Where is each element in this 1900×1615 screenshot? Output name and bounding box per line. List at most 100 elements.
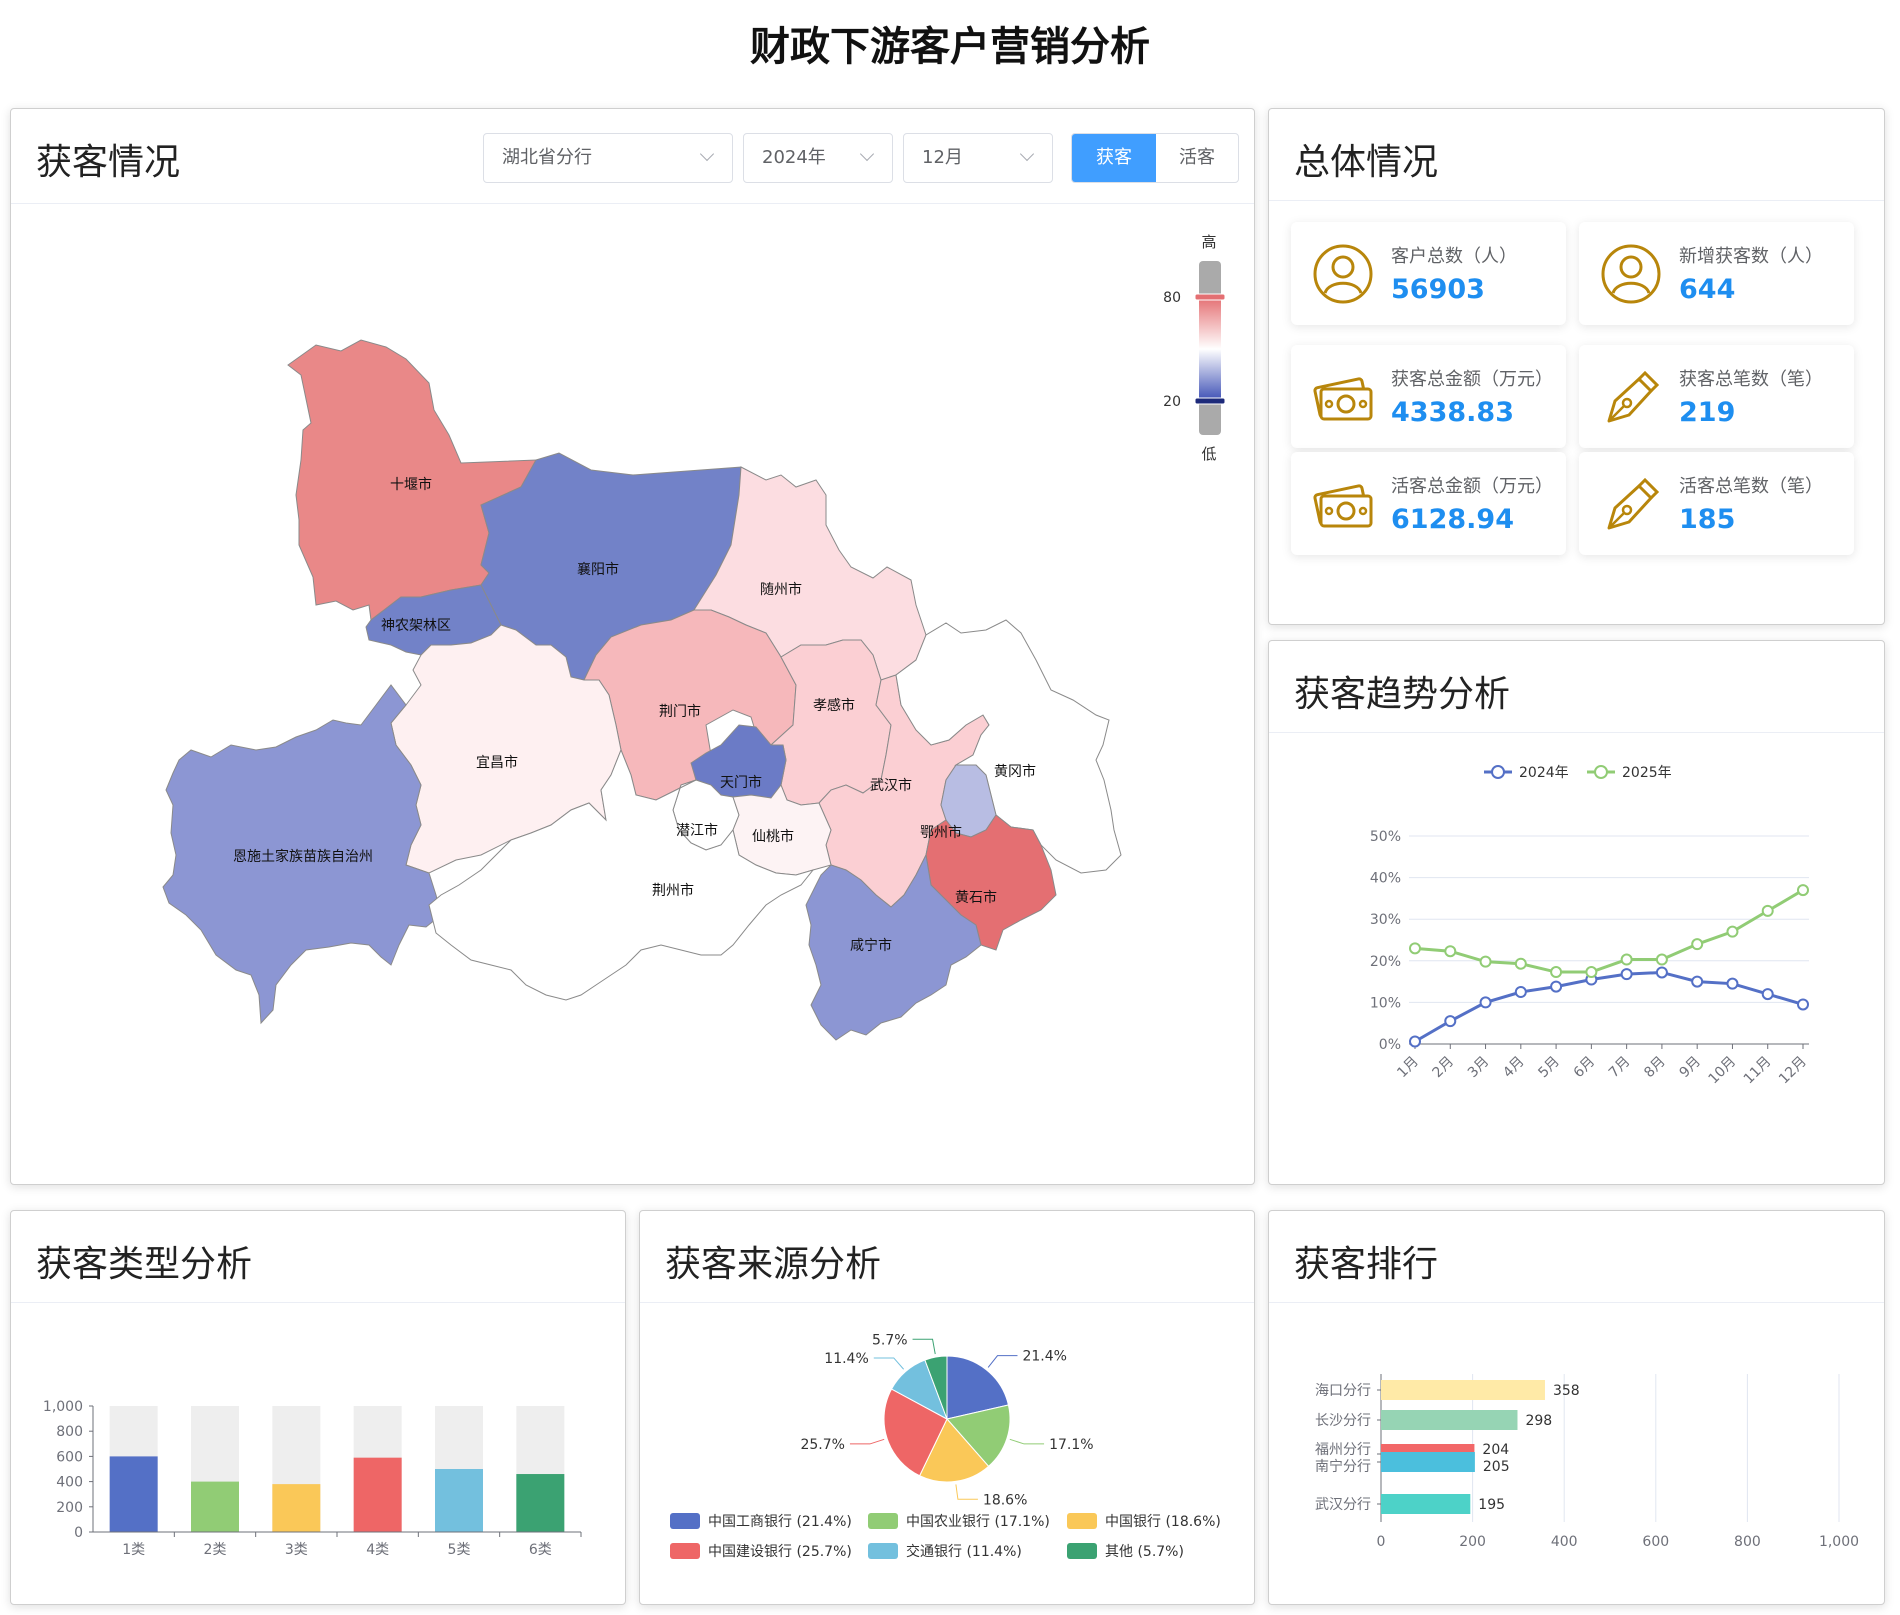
map-label: 黄石市 [955, 889, 997, 906]
rank-bar[interactable] [1381, 1380, 1545, 1400]
stat-value: 6128.94 [1391, 504, 1514, 535]
x-tick-label: 4类 [366, 1542, 389, 1558]
pie-slice[interactable] [946, 1355, 1010, 1420]
x-tick-label: 10月 [1705, 1054, 1739, 1088]
x-tick-label: 11月 [1741, 1054, 1775, 1088]
toggle-active-button[interactable]: 活客 [1179, 147, 1215, 168]
data-point[interactable] [1761, 904, 1774, 917]
map-labels: 十堰市 襄阳市 随州市 神农架林区 荆门市 孝感市 宜昌市 天门市 武汉市 黄冈… [233, 476, 1036, 954]
rank-label: 长沙分行 [1315, 1413, 1371, 1429]
rank-label: 福州分行 [1315, 1442, 1371, 1458]
overview-stats-scroll[interactable]: 客户总数（人） 56903 新增获客数（人） 644 获客总金额（万元） 4338.83 获… [1269, 202, 1884, 620]
data-point[interactable] [1479, 996, 1492, 1009]
y-tick-label: 30% [1370, 912, 1401, 928]
rank-bar[interactable] [1381, 1494, 1471, 1514]
data-point[interactable] [1444, 945, 1457, 958]
pie-label-line [912, 1338, 936, 1355]
legend-label[interactable]: 其他 (5.7%) [1105, 1544, 1184, 1560]
data-point[interactable] [1726, 977, 1739, 990]
legend-label[interactable]: 中国农业银行 (17.1%) [906, 1514, 1050, 1530]
data-point[interactable] [1655, 953, 1668, 966]
stat-card: 活客总金额（万元） 6128.94 [1291, 452, 1566, 555]
stat-card: 客户总数（人） 56903 [1291, 222, 1566, 325]
data-point[interactable] [1550, 980, 1563, 993]
legend-marker [1594, 765, 1608, 779]
bar[interactable] [353, 1457, 402, 1532]
legend-label[interactable]: 2025年 [1622, 765, 1672, 781]
rank-value: 205 [1483, 1459, 1510, 1475]
map-label: 随州市 [760, 581, 802, 598]
month-select[interactable]: 12月 [903, 133, 1053, 183]
type-card-header: 获客类型分析 [11, 1211, 625, 1303]
legend-label[interactable]: 中国建设银行 (25.7%) [708, 1544, 852, 1560]
data-point[interactable] [1620, 968, 1633, 981]
x-tick-label: 200 [1459, 1534, 1486, 1550]
data-point[interactable] [1655, 966, 1668, 979]
pie-label-line [987, 1355, 1018, 1368]
legend-label[interactable]: 2024年 [1519, 765, 1569, 781]
legend-label[interactable]: 交通银行 (11.4%) [906, 1543, 1022, 1560]
map-card-title: 获客情况 [36, 142, 181, 183]
data-point[interactable] [1726, 925, 1739, 938]
data-point[interactable] [1691, 975, 1704, 988]
y-tick-label: 20% [1370, 954, 1401, 970]
pie-slice[interactable] [918, 1418, 990, 1483]
region-jingzhou[interactable] [428, 748, 815, 1001]
legend-swatch [868, 1543, 898, 1559]
source-card-title: 获客来源分析 [665, 1244, 882, 1285]
bar[interactable] [109, 1456, 158, 1532]
trend-card-title: 获客趋势分析 [1294, 674, 1511, 715]
legend-label[interactable]: 中国银行 (18.6%) [1105, 1514, 1221, 1530]
region-xianning[interactable] [805, 853, 982, 1041]
data-point[interactable] [1409, 1035, 1421, 1048]
map-label: 十堰市 [390, 476, 432, 493]
visual-map-handle-bottom[interactable] [1194, 397, 1226, 405]
stat-card: 新增获客数（人） 644 [1579, 222, 1854, 325]
y-tick-label: 200 [56, 1500, 83, 1516]
region-enshi[interactable] [162, 684, 442, 1025]
pie-slice[interactable] [924, 1355, 948, 1420]
data-point[interactable] [1620, 953, 1633, 966]
x-tick-label: 2月 [1430, 1054, 1458, 1082]
rank-bar[interactable] [1381, 1410, 1518, 1430]
pie-slice[interactable] [946, 1404, 1011, 1468]
trend-card-header: 获客趋势分析 [1269, 641, 1884, 733]
visual-map-range [1199, 297, 1221, 401]
data-point[interactable] [1585, 966, 1598, 979]
data-point[interactable] [1797, 998, 1809, 1011]
bar[interactable] [191, 1481, 239, 1532]
pie-label: 21.4% [1022, 1349, 1066, 1365]
data-point[interactable] [1691, 938, 1704, 951]
toggle-acquire-button[interactable]: 获客 [1072, 134, 1156, 182]
stat-card: 获客总金额（万元） 4338.83 [1291, 345, 1566, 448]
bar[interactable] [516, 1474, 565, 1532]
data-point[interactable] [1409, 942, 1421, 955]
x-tick-label: 8月 [1641, 1054, 1669, 1082]
rank-bar[interactable] [1381, 1452, 1475, 1472]
pie-label: 25.7% [800, 1437, 844, 1453]
x-tick-label: 9月 [1676, 1054, 1704, 1082]
data-point[interactable] [1761, 988, 1774, 1001]
year-select[interactable]: 2024年 [743, 133, 893, 183]
data-point[interactable] [1514, 986, 1527, 998]
data-point[interactable] [1444, 1015, 1457, 1028]
bar[interactable] [272, 1484, 321, 1532]
branch-select[interactable]: 湖北省分行 [483, 133, 733, 183]
legend-marker [1491, 765, 1505, 779]
data-point[interactable] [1797, 884, 1809, 897]
data-point[interactable] [1479, 955, 1492, 968]
x-tick-label: 600 [1642, 1534, 1669, 1550]
data-point[interactable] [1550, 966, 1563, 979]
legend-swatch [670, 1543, 700, 1559]
legend-label[interactable]: 中国工商银行 (21.4%) [708, 1514, 852, 1530]
stat-label: 活客总笔数（笔） [1679, 476, 1823, 497]
bar[interactable] [435, 1469, 483, 1532]
visual-map-handle-top[interactable] [1194, 293, 1226, 301]
rank-value: 195 [1478, 1497, 1505, 1513]
pie-label: 11.4% [824, 1351, 868, 1367]
data-point[interactable] [1514, 957, 1527, 970]
pen-icon [1607, 370, 1660, 423]
region-huanggang[interactable] [895, 619, 1122, 874]
pie-label-line [1009, 1438, 1045, 1445]
pie-label-line [873, 1357, 905, 1370]
